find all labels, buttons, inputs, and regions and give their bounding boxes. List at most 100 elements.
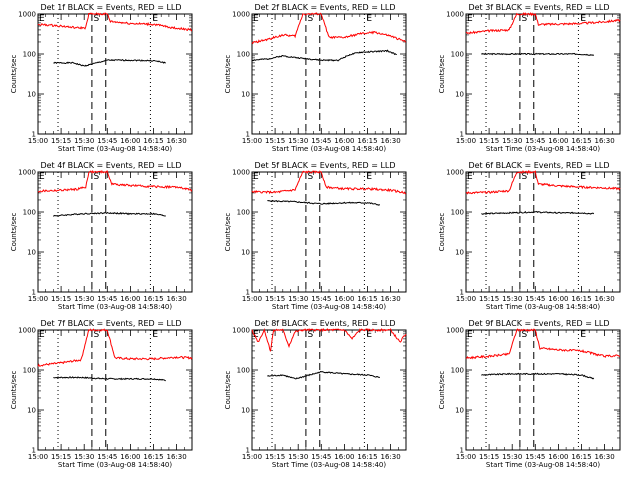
marker-label-e: E [366,14,372,24]
x-axis-label: Start Time (03-Aug-08 14:58:40) [272,145,386,153]
x-tick-label: 16:30 [167,453,187,461]
marker-label-e: E [39,172,45,182]
y-tick-label: 100 [23,209,36,217]
y-tick-label: 100 [23,51,36,59]
x-tick-label: 15:30 [288,295,308,303]
y-axis-label: Counts/sec [438,55,446,94]
marker-label-e: E [152,330,158,340]
y-tick-label: 1 [246,131,250,139]
x-tick-label: 16:30 [595,137,615,145]
y-tick-label: 1 [246,447,250,455]
x-tick-label: 16:00 [334,453,354,461]
x-tick-label: 15:45 [97,453,117,461]
plot-frame [251,329,407,451]
y-axis-label: Counts/sec [438,371,446,410]
marker-label-s: S [307,330,313,340]
x-tick-label: 16:30 [595,453,615,461]
x-tick-label: 15:45 [525,295,545,303]
x-tick-label: 15:00 [28,137,48,145]
y-axis-label: Counts/sec [224,371,232,410]
x-tick-label: 15:30 [502,453,522,461]
y-tick-label: 1000 [18,327,36,335]
marker-label-s: S [93,172,99,182]
x-tick-label: 16:30 [595,295,615,303]
x-tick-label: 15:30 [288,137,308,145]
y-axis-label: Counts/sec [224,213,232,252]
x-tick-label: 15:30 [288,453,308,461]
x-tick-label: 16:30 [167,137,187,145]
marker-label-e: E [253,330,259,340]
events-series-line [481,52,595,57]
marker-label-s: S [93,14,99,24]
marker-label-s: S [93,330,99,340]
marker-label-e: E [467,14,473,24]
x-axis-label: Start Time (03-Aug-08 14:58:40) [58,303,172,311]
x-tick-label: 15:15 [265,137,285,145]
x-tick-label: 16:15 [143,137,163,145]
x-tick-label: 15:00 [242,137,262,145]
y-tick-label: 1 [32,447,36,455]
x-axis-label: Start Time (03-Aug-08 14:58:40) [486,145,600,153]
x-tick-label: 16:00 [548,137,568,145]
plot-frame [251,13,407,135]
y-tick-label: 1000 [232,169,250,177]
y-tick-label: 1 [32,131,36,139]
x-tick-label: 16:00 [548,295,568,303]
lld-series-line [465,12,621,35]
x-tick-label: 15:30 [74,295,94,303]
x-tick-label: 16:15 [143,295,163,303]
marker-label-s: S [521,172,527,182]
y-tick-label: 1000 [446,169,464,177]
y-axis-label: Counts/sec [10,55,18,94]
marker-label-e: E [580,330,586,340]
detector-panel-5: Det 5f BLACK = Events, RED = LLD 1 10 100 10… [224,161,407,311]
marker-label-e: E [152,172,158,182]
detector-panel-8: Det 8f BLACK = Events, RED = LLD 1 10 100 10… [224,319,407,469]
plot-frame [37,13,193,135]
y-tick-label: 100 [237,209,250,217]
y-axis-label: Counts/sec [10,213,18,252]
marker-label-s: S [521,330,527,340]
x-tick-label: 15:15 [51,453,71,461]
panel-title: Det 9f BLACK = Events, RED = LLD [468,319,609,328]
lld-series-line [37,12,193,32]
x-tick-label: 16:00 [548,453,568,461]
panel-title: Det 7f BLACK = Events, RED = LLD [40,319,181,328]
y-axis-label: Counts/sec [10,371,18,410]
y-tick-label: 10 [27,407,36,415]
lld-series-line [465,328,621,360]
x-tick-label: 16:15 [571,137,591,145]
y-tick-label: 100 [237,367,250,375]
y-tick-label: 100 [451,209,464,217]
y-tick-label: 10 [241,91,250,99]
x-tick-label: 15:00 [456,453,476,461]
x-tick-label: 16:15 [143,453,163,461]
x-tick-label: 15:45 [525,137,545,145]
y-tick-label: 10 [455,249,464,257]
y-tick-label: 10 [241,249,250,257]
x-axis-label: Start Time (03-Aug-08 14:58:40) [58,145,172,153]
events-series-line [53,376,166,382]
y-tick-label: 10 [455,91,464,99]
y-tick-label: 10 [455,407,464,415]
detector-panel-4: Det 4f BLACK = Events, RED = LLD 1 10 100 10… [10,161,193,311]
x-tick-label: 15:15 [265,453,285,461]
y-tick-label: 1 [460,447,464,455]
marker-label-e: E [39,14,45,24]
x-tick-label: 15:15 [479,453,499,461]
x-tick-label: 16:00 [120,137,140,145]
detector-panel-1: Det 1f BLACK = Events, RED = LLD 1 10 100 10… [10,3,193,153]
marker-label-e: E [366,172,372,182]
x-tick-label: 16:00 [120,453,140,461]
lld-series-line [465,169,621,195]
marker-label-s: S [307,172,313,182]
x-tick-label: 16:00 [334,137,354,145]
x-tick-label: 15:15 [51,137,71,145]
events-series-line [481,372,595,380]
x-axis-label: Start Time (03-Aug-08 14:58:40) [486,303,600,311]
x-tick-label: 15:30 [502,137,522,145]
panel-title: Det 1f BLACK = Events, RED = LLD [40,3,181,12]
x-tick-label: 15:00 [28,295,48,303]
detector-panel-9: Det 9f BLACK = Events, RED = LLD 1 10 100 10… [438,319,621,469]
